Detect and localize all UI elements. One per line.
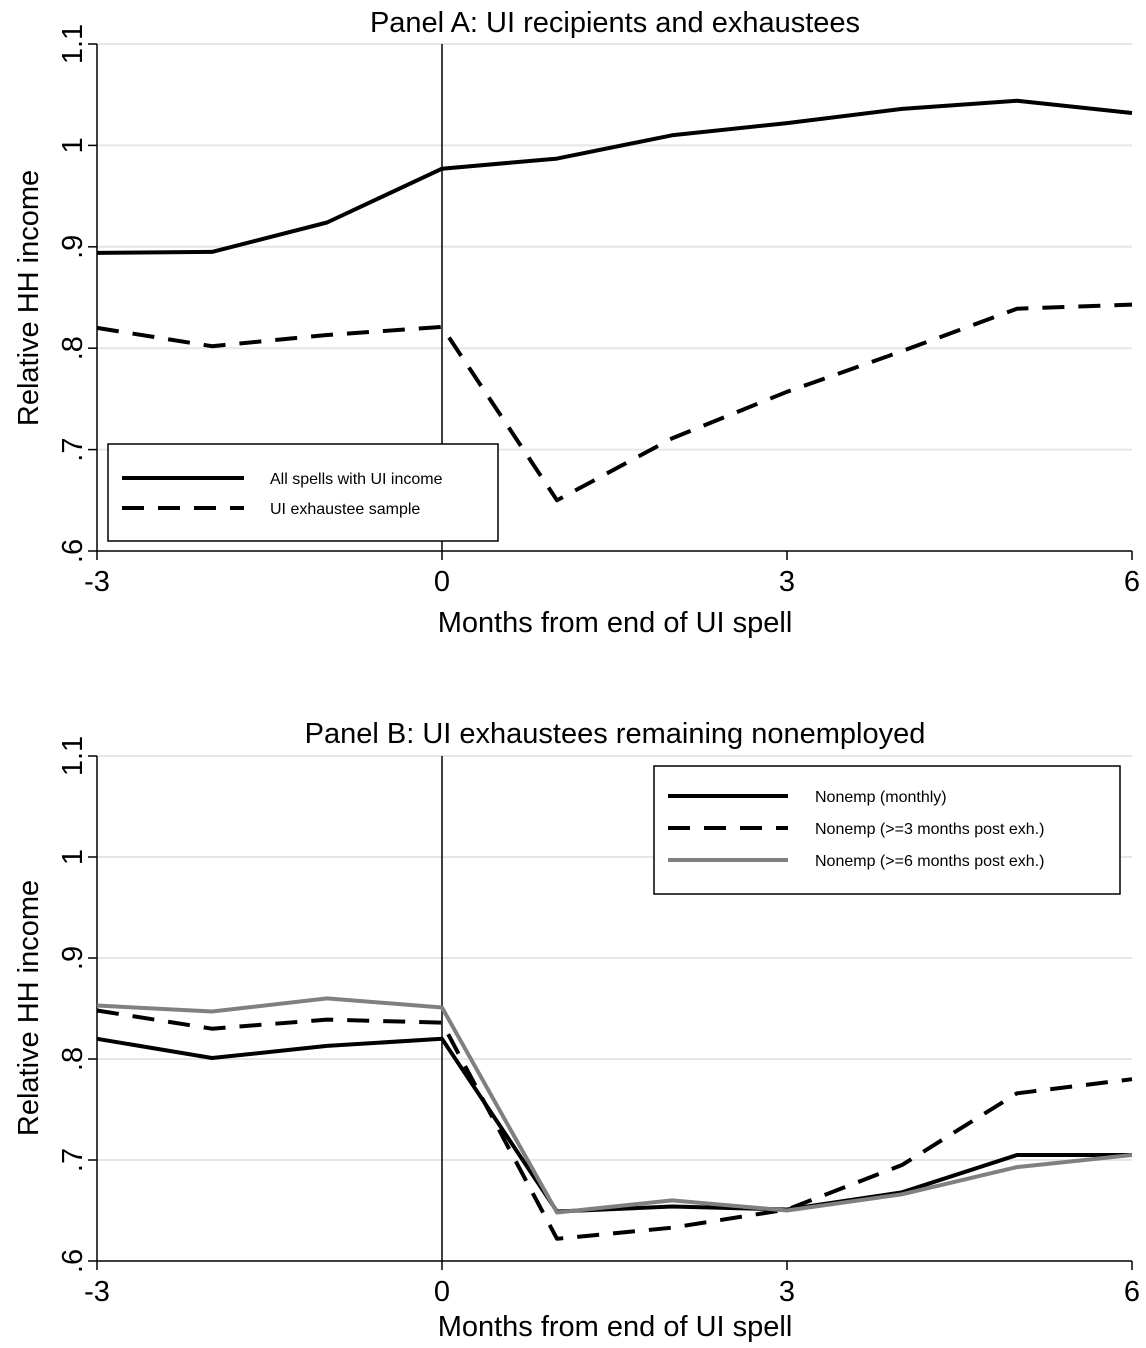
panel-b-legend-box [653,765,1121,895]
panel-a-y-axis-label: Relative HH income [13,170,45,426]
panel-b-y-tick-label: .6 [57,1249,89,1273]
panel-b-x-tick-label: -3 [84,1276,110,1308]
panel-b-series-line-2 [96,1008,1133,1241]
panel-b-y-tick-label: .8 [57,1047,89,1071]
panel-b-y-tick-label: 1.1 [57,736,89,776]
panel-a-legend-label-2: UI exhaustee sample [270,501,420,518]
panel-a-y-tick-label: 1 [57,137,89,153]
panel-a-series-line-1 [96,98,1133,255]
panel-b-y-tick-label: .9 [57,946,89,970]
panel-b-legend: Nonemp (monthly) Nonemp (>=3 months post … [653,765,1121,895]
panel-b-gridlines [97,755,1132,1161]
panel-a-x-tick-label: -3 [84,566,110,598]
panel-a-y-tick-label: .9 [57,235,89,259]
panel-b-series-line-1 [96,1036,1132,1214]
panel-a-y-tick-label: .7 [57,438,89,462]
panel-b-x-tick-label: 6 [1124,1276,1140,1308]
panel-b-legend-label-2: Nonemp (>=3 months post exh.) [815,821,1044,838]
panel-a-x-axis-label: Months from end of UI spell [438,607,793,639]
panel-b-x-tick-label: 0 [434,1276,450,1308]
panel-b: Panel B: UI exhaustees remaining nonempl… [13,718,1140,1343]
panel-b-x-tick-label: 3 [779,1276,795,1308]
panel-a-gridlines [97,43,1132,451]
panel-a-legend: All spells with UI income UI exhaustee sa… [107,443,499,542]
panel-a-x-tick-label: 3 [779,566,795,598]
panel-a-series-line-2 [96,302,1133,503]
panel-a-y-tick-label: .6 [57,539,89,563]
panel-a-legend-label-1: All spells with UI income [270,471,443,488]
panel-a-series [96,98,1133,503]
panel-a-legend-box [107,443,499,542]
panel-b-series [96,996,1133,1241]
panel-a-y-tick-label: 1.1 [57,24,89,64]
panel-a-x-tick-label: 6 [1124,566,1140,598]
panel-a-title: Panel A: UI recipients and exhaustees [370,7,860,39]
panel-b-series-line-3 [96,996,1133,1215]
panel-a-x-tick-label: 0 [434,566,450,598]
panel-b-y-tick-label: .7 [57,1148,89,1172]
panel-b-legend-label-1: Nonemp (monthly) [815,789,947,806]
panel-b-y-tick-label: 1 [57,849,89,865]
panel-a-y-tick-label: .8 [57,336,89,360]
panel-b-y-axis-label: Relative HH income [13,880,45,1136]
panel-b-axes: .6 .7 .8 .9 1 1.1 -3 0 3 6 [57,736,1140,1308]
panel-b-title: Panel B: UI exhaustees remaining nonempl… [305,718,926,750]
panel-b-x-axis-label: Months from end of UI spell [438,1311,793,1343]
panel-b-legend-label-3: Nonemp (>=6 months post exh.) [815,853,1044,870]
panel-a: Panel A: UI recipients and exhaustees .6… [13,7,1140,639]
panel-a-axes: .6 .7 .8 .9 1 1.1 -3 0 3 6 [57,24,1140,598]
